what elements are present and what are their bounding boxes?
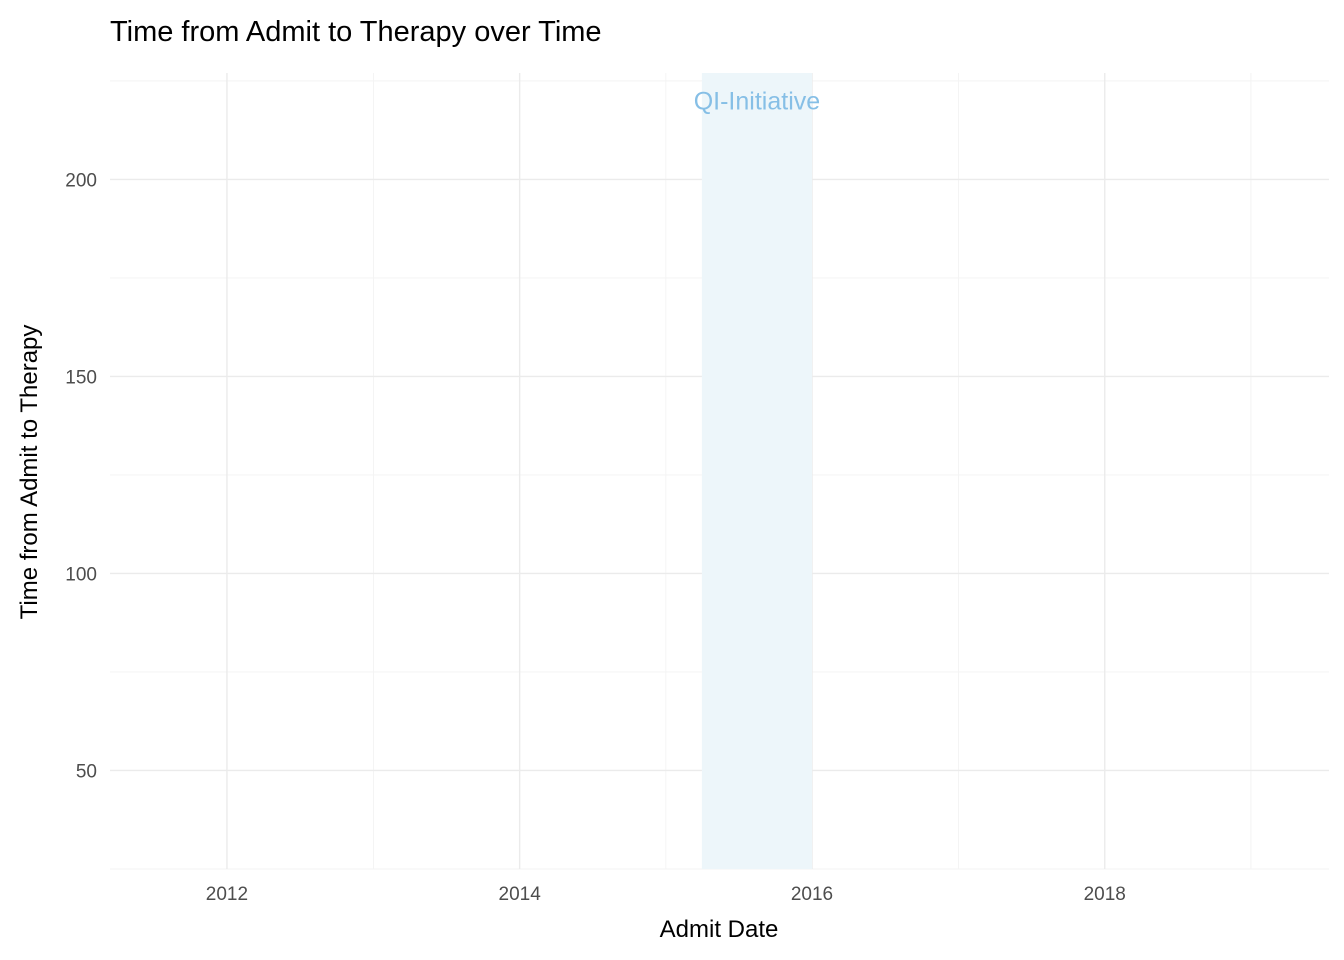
chart-title: Time from Admit to Therapy over Time	[110, 16, 602, 48]
x-tick-label: 2012	[206, 884, 248, 905]
x-axis-title: Admit Date	[660, 916, 779, 943]
qi-initiative-label: QI-Initiative	[694, 88, 820, 116]
y-axis-title: Time from Admit to Therapy	[16, 325, 43, 620]
y-tick-label: 100	[65, 564, 97, 585]
y-tick-label: 150	[65, 367, 97, 388]
x-tick-label: 2018	[1084, 884, 1126, 905]
x-tick-label: 2016	[791, 884, 833, 905]
x-tick-label: 2014	[499, 884, 542, 905]
y-tick-label: 200	[65, 170, 97, 191]
qi-initiative-region	[701, 73, 813, 869]
y-tick-label: 50	[76, 761, 97, 782]
annotations: QI-Initiative	[694, 73, 820, 869]
tick-labels: 2012 2014 2016 2018 50 100 150 200	[65, 170, 1126, 905]
